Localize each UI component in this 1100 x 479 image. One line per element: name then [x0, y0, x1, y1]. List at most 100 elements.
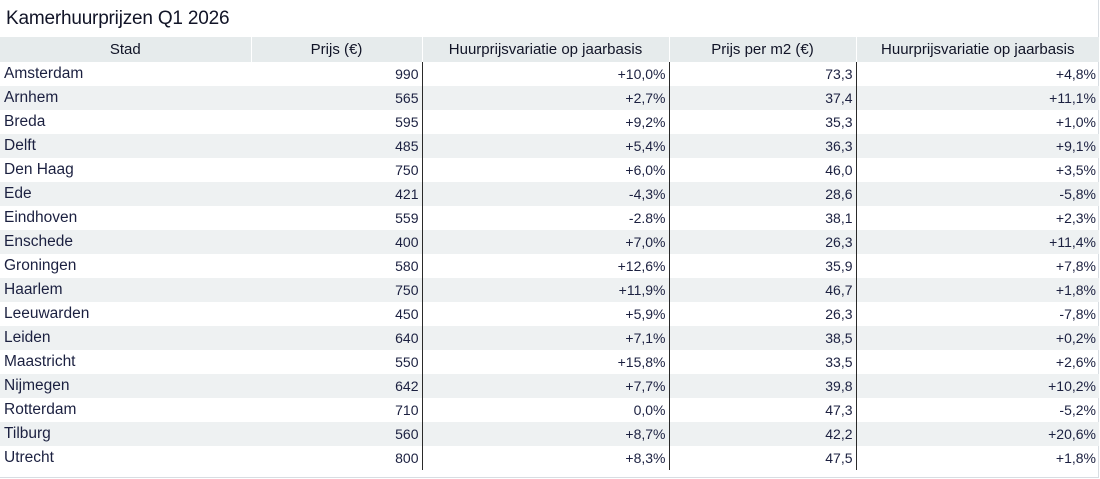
table-row: Arnhem 565 +2,7% 37,4 +11,1% — [0, 86, 1099, 110]
cell-prijs-per-m2: 26,3 — [669, 302, 857, 326]
cell-prijs: 750 — [251, 158, 423, 182]
cell-huurprijsvariatie: +7,1% — [422, 326, 670, 350]
cell-huurprijsvariatie: -2.8% — [422, 206, 670, 230]
cell-prijs-per-m2: 39,8 — [669, 374, 857, 398]
cell-huurprijsvariatie: +6,0% — [422, 158, 670, 182]
cell-prijs-per-m2: 46,7 — [669, 278, 857, 302]
cell-prijs-per-m2: 36,3 — [669, 134, 857, 158]
cell-huurprijsvariatie-m2: +1,8% — [1055, 450, 1096, 466]
cell-huurprijsvariatie: +7,7% — [422, 374, 670, 398]
cell-huurprijsvariatie: +5,9% — [422, 302, 670, 326]
table-row: Maastricht 550 +15,8% 33,5 +2,6% — [0, 350, 1099, 374]
cell-prijs: 990 — [251, 62, 423, 86]
cell-huurprijsvariatie-m2: +9,1% — [856, 134, 1099, 158]
table-row: Haarlem 750 +11,9% 46,7 +1,8% — [0, 278, 1099, 302]
cell-prijs-per-m2: 38,5 — [669, 326, 857, 350]
cell-prijs: 642 — [251, 374, 423, 398]
cell-huurprijsvariatie-m2: +10,2% — [856, 374, 1099, 398]
cell-stad: Rotterdam — [4, 401, 77, 418]
cell-stad: Leeuwarden — [4, 305, 90, 322]
cell-huurprijsvariatie-m2: +1,8% — [856, 278, 1099, 302]
column-header-huurprijsvariatie-m2: Huurprijsvariatie op jaarbasis — [855, 37, 1099, 62]
cell-prijs: 560 — [251, 422, 423, 446]
cell-prijs: 400 — [251, 230, 423, 254]
cell-stad: Maastricht — [4, 353, 76, 370]
cell-huurprijsvariatie: +12,6% — [422, 254, 670, 278]
cell-prijs: 710 — [251, 398, 423, 422]
cell-prijs-per-m2: 47,5 — [669, 446, 857, 470]
cell-prijs: 565 — [251, 86, 423, 110]
cell-huurprijsvariatie-m2: +11,4% — [856, 230, 1099, 254]
cell-prijs-per-m2: 46,0 — [669, 158, 857, 182]
cell-prijs: 640 — [251, 326, 423, 350]
table-row: Leiden 640 +7,1% 38,5 +0,2% — [0, 326, 1099, 350]
cell-stad: Utrecht — [4, 449, 54, 466]
cell-stad: Haarlem — [0, 278, 251, 302]
table-row: Amsterdam 990 +10,0% 73,3 +4,8% — [0, 62, 1099, 86]
cell-stad: Amsterdam — [4, 65, 84, 82]
cell-stad: Arnhem — [0, 86, 251, 110]
cell-prijs: 450 — [251, 302, 423, 326]
cell-huurprijsvariatie-m2: +2,3% — [1055, 210, 1096, 226]
cell-huurprijsvariatie-m2: +3,5% — [1055, 162, 1096, 178]
cell-prijs: 485 — [251, 134, 423, 158]
cell-prijs: 421 — [251, 182, 423, 206]
cell-huurprijsvariatie-m2: +7,8% — [1055, 258, 1096, 274]
cell-stad: Den Haag — [4, 161, 74, 178]
cell-huurprijsvariatie-m2: +20,6% — [856, 422, 1099, 446]
table-row: Nijmegen 642 +7,7% 39,8 +10,2% — [0, 374, 1099, 398]
cell-huurprijsvariatie: +8,3% — [422, 446, 670, 470]
cell-prijs-per-m2: 42,2 — [669, 422, 857, 446]
cell-stad: Leiden — [0, 326, 251, 350]
cell-prijs-per-m2: 37,4 — [669, 86, 857, 110]
table-row: Groningen 580 +12,6% 35,9 +7,8% — [0, 254, 1099, 278]
cell-prijs: 580 — [251, 254, 423, 278]
cell-huurprijsvariatie-m2: +11,1% — [856, 86, 1099, 110]
column-header-prijs: Prijs (€) — [250, 37, 422, 62]
cell-stad: Delft — [0, 134, 251, 158]
table-body: Amsterdam 990 +10,0% 73,3 +4,8% Arnhem 565 +2,7… — [0, 62, 1099, 470]
cell-huurprijsvariatie: +2,7% — [422, 86, 670, 110]
cell-prijs-per-m2: 33,5 — [669, 350, 857, 374]
cell-prijs-per-m2: 26,3 — [669, 230, 857, 254]
cell-stad: Enschede — [0, 230, 251, 254]
cell-prijs-per-m2: 35,9 — [669, 254, 857, 278]
cell-stad: Eindhoven — [4, 209, 78, 226]
cell-huurprijsvariatie-m2: +4,8% — [1055, 66, 1096, 82]
cell-prijs-per-m2: 47,3 — [669, 398, 857, 422]
rent-prices-table: Stad Prijs (€) Huurprijsvariatie op jaar… — [0, 37, 1099, 470]
cell-prijs-per-m2: 38,1 — [669, 206, 857, 230]
table-row: Eindhoven 559 -2.8% 38,1 +2,3% — [0, 206, 1099, 230]
cell-prijs-per-m2: 73,3 — [669, 62, 857, 86]
cell-huurprijsvariatie-m2: -5,2% — [1059, 402, 1096, 418]
table-row: Enschede 400 +7,0% 26,3 +11,4% — [0, 230, 1099, 254]
table-row: Breda 595 +9,2% 35,3 +1,0% — [0, 110, 1099, 134]
cell-huurprijsvariatie-m2: +2,6% — [1055, 354, 1096, 370]
cell-huurprijsvariatie: 0,0% — [422, 398, 670, 422]
cell-huurprijsvariatie: +9,2% — [422, 110, 670, 134]
column-header-prijs-per-m2: Prijs per m2 (€) — [668, 37, 856, 62]
table-row: Tilburg 560 +8,7% 42,2 +20,6% — [0, 422, 1099, 446]
table-row: Delft 485 +5,4% 36,3 +9,1% — [0, 134, 1099, 158]
table-row: Leeuwarden 450 +5,9% 26,3 -7,8% — [0, 302, 1099, 326]
cell-prijs: 559 — [251, 206, 423, 230]
table-row: Rotterdam 710 0,0% 47,3 -5,2% — [0, 398, 1099, 422]
table-row: Ede 421 -4,3% 28,6 -5,8% — [0, 182, 1099, 206]
table-row: Den Haag 750 +6,0% 46,0 +3,5% — [0, 158, 1099, 182]
cell-prijs: 800 — [251, 446, 423, 470]
cell-huurprijsvariatie: +8,7% — [422, 422, 670, 446]
cell-prijs-per-m2: 28,6 — [669, 182, 857, 206]
cell-prijs: 750 — [251, 278, 423, 302]
table-title: Kamerhuurprijzen Q1 2026 — [6, 8, 230, 29]
cell-huurprijsvariatie: +5,4% — [422, 134, 670, 158]
cell-stad: Breda — [4, 113, 46, 130]
cell-huurprijsvariatie: +11,9% — [422, 278, 670, 302]
column-header-huurprijsvariatie: Huurprijsvariatie op jaarbasis — [421, 37, 669, 62]
cell-huurprijsvariatie-m2: +0,2% — [856, 326, 1099, 350]
cell-prijs: 595 — [251, 110, 423, 134]
cell-stad: Tilburg — [0, 422, 251, 446]
column-header-stad: Stad — [0, 37, 251, 62]
cell-huurprijsvariatie-m2: +1,0% — [1055, 114, 1096, 130]
cell-stad: Ede — [0, 182, 251, 206]
cell-huurprijsvariatie: +15,8% — [422, 350, 670, 374]
